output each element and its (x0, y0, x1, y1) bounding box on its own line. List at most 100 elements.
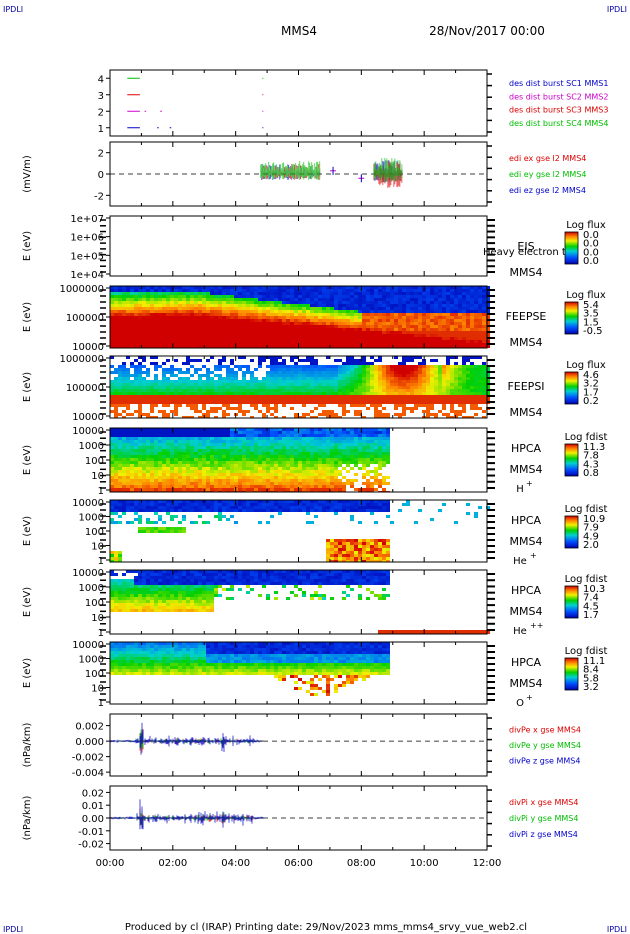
heatmap-cell (214, 343, 218, 346)
heatmap-cell (294, 380, 298, 383)
heatmap-cell (394, 289, 398, 292)
heatmap-cell (314, 316, 318, 319)
heatmap-cell (166, 383, 170, 386)
heatmap-cell (118, 292, 122, 295)
heatmap-cell (334, 392, 338, 395)
heatmap-cell (430, 289, 434, 292)
heatmap-cell (438, 371, 442, 374)
heatmap-cell (142, 455, 146, 458)
heatmap-cell (250, 310, 254, 313)
heatmap-cell (402, 316, 406, 319)
heatmap-cell (274, 346, 278, 348)
heatmap-cell (414, 389, 418, 392)
heatmap-cell (198, 374, 202, 377)
heatmap-cell (186, 434, 190, 437)
heatmap-cell (138, 446, 142, 449)
heatmap-cell (166, 473, 170, 476)
heatmap-cell (346, 286, 350, 289)
heatmap-cell (306, 307, 310, 310)
heatmap-cell (274, 455, 278, 458)
heatmap-cell (182, 371, 186, 374)
heatmap-cell (194, 307, 198, 310)
heatmap-cell (266, 346, 270, 348)
heatmap-cell (218, 322, 222, 325)
heatmap-cell (114, 340, 118, 343)
heatmap-cell (146, 443, 150, 446)
heatmap-cell (206, 386, 210, 389)
heatmap-cell (378, 319, 382, 322)
heatmap-cell (318, 392, 322, 395)
heatmap-cell (202, 407, 206, 410)
heatmap-cell (174, 331, 178, 334)
heatmap-cell (222, 346, 226, 348)
heatmap-cell (378, 401, 382, 404)
heatmap-cell (442, 313, 446, 316)
heatmap-cell (458, 316, 462, 319)
heatmap-cell (198, 380, 202, 383)
heatmap-cell (202, 298, 206, 301)
heatmap-cell (254, 292, 258, 295)
heatmap-cell (162, 413, 166, 416)
heatmap-cell (258, 301, 262, 304)
heatmap-cell (442, 319, 446, 322)
heatmap-cell (286, 313, 290, 316)
heatmap-cell (182, 304, 186, 307)
heatmap-cell (266, 395, 270, 398)
heatmap-cell (298, 328, 302, 331)
heatmap-cell (226, 322, 230, 325)
heatmap-cell (350, 298, 354, 301)
heatmap-cell (442, 377, 446, 380)
heatmap-cell (334, 413, 338, 416)
heatmap-cell (186, 416, 190, 418)
heatmap-cell (282, 380, 286, 383)
heatmap-cell (222, 470, 226, 473)
heatmap-cell (118, 479, 122, 482)
heatmap-cell (170, 389, 174, 392)
heatmap-cell (198, 292, 202, 295)
heatmap-cell (482, 292, 486, 295)
heatmap-cell (202, 413, 206, 416)
heatmap-cell (182, 295, 186, 298)
heatmap-cell (346, 410, 350, 413)
heatmap-cell (182, 377, 186, 380)
heatmap-cell (202, 437, 206, 440)
heatmap-cell (318, 346, 322, 348)
heatmap-cell (314, 374, 318, 377)
heatmap-cell (262, 440, 266, 443)
heatmap-cell (306, 286, 310, 289)
heatmap-cell (302, 286, 306, 289)
heatmap-cell (110, 365, 114, 368)
heatmap-cell (426, 404, 430, 407)
heatmap-cell (382, 340, 386, 343)
heatmap-cell (430, 331, 434, 334)
heatmap-cell (366, 407, 370, 410)
colorbar-value: 4.6 (583, 370, 599, 381)
heatmap-cell (346, 337, 350, 340)
heatmap-cell (394, 328, 398, 331)
heatmap-cell (130, 316, 134, 319)
heatmap-cell (266, 343, 270, 346)
heatmap-cell (346, 328, 350, 331)
heatmap-cell (146, 440, 150, 443)
heatmap-cell (378, 395, 382, 398)
heatmap-cell (154, 443, 158, 446)
heatmap-cell (150, 380, 154, 383)
heatmap-cell (126, 452, 130, 455)
heatmap-cell (362, 286, 366, 289)
heatmap-cell (262, 449, 266, 452)
heatmap-cell (438, 289, 442, 292)
heatmap-cell (278, 368, 282, 371)
heatmap-cell (166, 446, 170, 449)
heatmap-cell (394, 286, 398, 289)
heatmap-cell (162, 449, 166, 452)
heatmap-cell (202, 398, 206, 401)
spacecraft-label: MMS4 (510, 406, 543, 419)
heatmap-cell (374, 295, 378, 298)
heatmap-cell (158, 461, 162, 464)
heatmap-cell (338, 307, 342, 310)
heatmap-cell (390, 383, 394, 386)
heatmap-cell (414, 319, 418, 322)
heatmap-cell (406, 322, 410, 325)
heatmap-cell (414, 298, 418, 301)
heatmap-cell (194, 371, 198, 374)
